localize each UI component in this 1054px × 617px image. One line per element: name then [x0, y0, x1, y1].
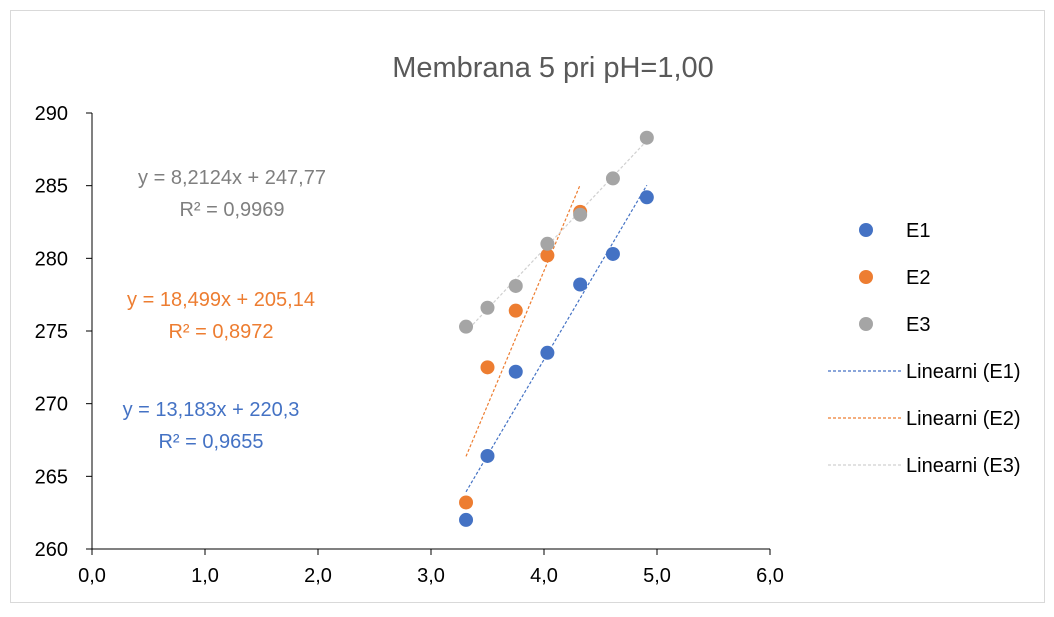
legend-marker-e1 — [859, 223, 873, 237]
data-point-e3 — [540, 236, 555, 251]
x-tick-label: 2,0 — [304, 565, 332, 587]
data-point-e1 — [639, 190, 654, 205]
chart-title: Membrana 5 pri pH=1,00 — [392, 52, 714, 84]
data-point-e2 — [508, 303, 523, 318]
x-tick-label: 6,0 — [756, 565, 784, 587]
data-point-e3 — [459, 319, 474, 334]
y-tick-label: 275 — [35, 321, 68, 343]
data-point-e1 — [540, 345, 555, 360]
trendline-e3 — [465, 140, 648, 333]
trendline-r2-e1: R² = 0,9655 — [158, 431, 263, 453]
data-point-e3 — [573, 207, 588, 222]
trendline-r2-e2: R² = 0,8972 — [168, 321, 273, 343]
legend-marker-e3 — [859, 317, 873, 331]
trendline-equation-e1: y = 13,183x + 220,3 — [123, 399, 300, 421]
trendline-e2 — [465, 184, 581, 457]
data-point-e3 — [639, 130, 654, 145]
data-point-e1 — [573, 277, 588, 292]
legend-label-e1: E1 — [906, 220, 930, 242]
legend: E1 E2 E3 Linearni (E1) Linearni (E2) Linearni… — [828, 220, 1021, 477]
data-points — [459, 130, 654, 527]
chart-frame — [10, 10, 1045, 603]
trendline-r2-e3: R² = 0,9969 — [179, 199, 284, 221]
data-point-e1 — [459, 512, 474, 527]
data-point-e1 — [508, 364, 523, 379]
data-point-e2 — [540, 248, 555, 263]
x-tick-label: 5,0 — [643, 565, 671, 587]
legend-marker-e2 — [859, 270, 873, 284]
axes: 0,0 1,0 2,0 3,0 4,0 5,0 6,0 260 265 270 275 280 285 2… — [35, 103, 784, 587]
legend-label-trendline-e3: Linearni (E3) — [906, 455, 1021, 477]
legend-label-trendline-e2: Linearni (E2) — [906, 408, 1021, 430]
y-tick-label: 260 — [35, 539, 68, 561]
data-point-e1 — [605, 246, 620, 261]
trendline-equation-e2: y = 18,499x + 205,14 — [127, 289, 315, 311]
x-tick-label: 1,0 — [191, 565, 219, 587]
y-tick-label: 280 — [35, 248, 68, 270]
trendline-e1 — [465, 184, 648, 493]
x-tick-label: 3,0 — [417, 565, 445, 587]
trendlines — [465, 140, 648, 493]
y-tick-label: 290 — [35, 103, 68, 125]
trendline-equation-e3: y = 8,2124x + 247,77 — [138, 167, 326, 189]
data-point-e1 — [480, 448, 495, 463]
data-point-e3 — [605, 171, 620, 186]
x-tick-label: 0,0 — [78, 565, 106, 587]
y-tick-label: 265 — [35, 466, 68, 488]
legend-label-trendline-e1: Linearni (E1) — [906, 361, 1021, 383]
trendline-equations: y = 13,183x + 220,3 R² = 0,9655 y = 18,499… — [123, 167, 326, 453]
data-point-e3 — [508, 278, 523, 293]
data-point-e2 — [480, 360, 495, 375]
y-tick-label: 285 — [35, 176, 68, 198]
x-tick-label: 4,0 — [530, 565, 558, 587]
legend-label-e3: E3 — [906, 314, 930, 336]
y-tick-label: 270 — [35, 394, 68, 416]
legend-label-e2: E2 — [906, 267, 930, 289]
data-point-e3 — [480, 300, 495, 315]
data-point-e2 — [459, 495, 474, 510]
